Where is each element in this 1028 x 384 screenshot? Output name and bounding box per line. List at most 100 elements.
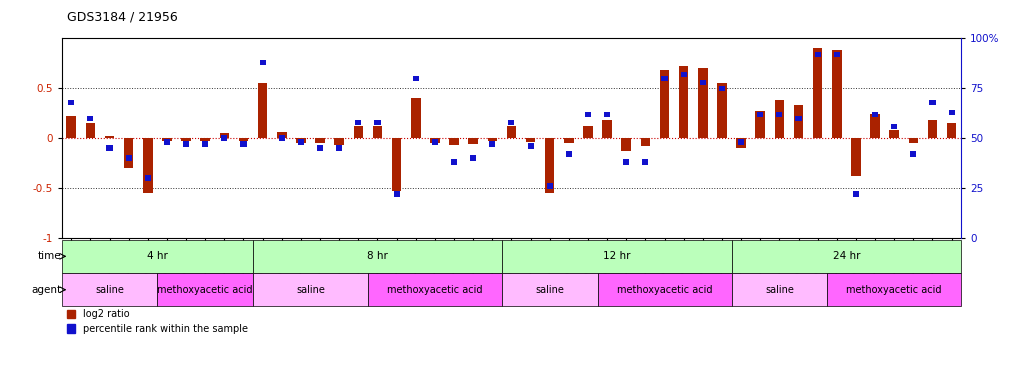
Bar — [296, 138, 305, 143]
Bar — [681, 71, 687, 77]
Bar — [487, 138, 498, 141]
Bar — [698, 68, 707, 138]
Bar — [354, 126, 363, 138]
Bar — [143, 138, 152, 193]
Bar — [368, 273, 502, 306]
Bar — [336, 146, 342, 151]
Bar — [68, 99, 74, 105]
Bar — [585, 111, 591, 117]
Bar — [356, 119, 362, 125]
Legend: log2 ratio, percentile rank within the sample: log2 ratio, percentile rank within the s… — [67, 309, 248, 334]
Bar — [259, 60, 265, 65]
Bar — [373, 126, 382, 138]
Text: 12 hr: 12 hr — [603, 251, 630, 262]
Bar — [700, 79, 706, 85]
Bar — [660, 70, 669, 138]
Bar — [105, 136, 114, 138]
Bar — [430, 138, 440, 143]
Bar — [277, 132, 287, 138]
Bar — [545, 138, 554, 193]
Bar — [334, 138, 344, 145]
Text: saline: saline — [95, 285, 124, 295]
Bar — [828, 273, 961, 306]
Bar — [183, 141, 189, 147]
Bar — [469, 138, 478, 144]
Text: methoxyacetic acid: methoxyacetic acid — [617, 285, 712, 295]
Bar — [732, 273, 828, 306]
Bar — [527, 144, 534, 149]
Text: methoxyacetic acid: methoxyacetic acid — [157, 285, 253, 295]
Bar — [411, 98, 420, 138]
Bar — [910, 151, 916, 157]
Bar — [317, 146, 323, 151]
Bar — [832, 50, 842, 138]
Bar — [661, 76, 667, 81]
Text: 4 hr: 4 hr — [147, 251, 168, 262]
Bar — [813, 48, 822, 138]
Text: 24 hr: 24 hr — [833, 251, 860, 262]
Bar — [238, 138, 249, 141]
Bar — [412, 76, 418, 81]
Bar — [470, 156, 476, 161]
Bar — [678, 66, 689, 138]
Bar — [622, 138, 631, 151]
Bar — [776, 111, 782, 117]
Bar — [758, 111, 763, 117]
Bar — [203, 141, 209, 147]
Bar — [298, 139, 304, 145]
Bar — [927, 120, 938, 138]
Bar — [62, 273, 157, 306]
Text: saline: saline — [536, 285, 564, 295]
Bar — [253, 240, 502, 273]
Bar — [796, 116, 802, 121]
Bar — [640, 138, 650, 146]
Bar — [509, 119, 514, 125]
Bar — [502, 240, 732, 273]
Text: agent: agent — [31, 285, 62, 295]
Bar — [736, 138, 746, 148]
Bar — [432, 139, 438, 145]
Bar — [853, 191, 859, 197]
Bar — [949, 109, 955, 115]
Bar — [449, 138, 458, 145]
Bar — [851, 138, 860, 176]
Bar — [871, 114, 880, 138]
Bar — [125, 156, 132, 161]
Bar — [85, 123, 96, 138]
Bar — [602, 120, 612, 138]
Text: methoxyacetic acid: methoxyacetic acid — [846, 285, 942, 295]
Bar — [394, 191, 400, 197]
Bar — [181, 138, 191, 141]
Bar — [834, 51, 840, 57]
Text: 8 hr: 8 hr — [367, 251, 388, 262]
Bar — [502, 273, 597, 306]
Text: time: time — [38, 251, 62, 262]
Bar — [929, 99, 935, 105]
Bar — [872, 111, 878, 117]
Bar — [157, 273, 253, 306]
Bar — [889, 130, 898, 138]
Bar — [909, 138, 918, 143]
Bar — [756, 111, 765, 138]
Bar — [718, 83, 727, 138]
Bar — [642, 159, 649, 165]
Bar — [392, 138, 401, 191]
Bar — [258, 83, 267, 138]
Bar — [565, 151, 572, 157]
Bar — [62, 240, 253, 273]
Bar — [87, 116, 94, 121]
Bar — [583, 126, 593, 138]
Bar — [200, 138, 210, 141]
Text: methoxyacetic acid: methoxyacetic acid — [388, 285, 482, 295]
Bar — [891, 124, 897, 129]
Bar — [774, 100, 784, 138]
Text: saline: saline — [765, 285, 794, 295]
Bar — [604, 111, 611, 117]
Bar — [162, 138, 172, 141]
Bar — [316, 138, 325, 143]
Text: GDS3184 / 21956: GDS3184 / 21956 — [67, 10, 178, 23]
Bar — [221, 136, 227, 141]
Bar — [623, 159, 629, 165]
Bar — [451, 159, 457, 165]
Bar — [124, 138, 134, 168]
